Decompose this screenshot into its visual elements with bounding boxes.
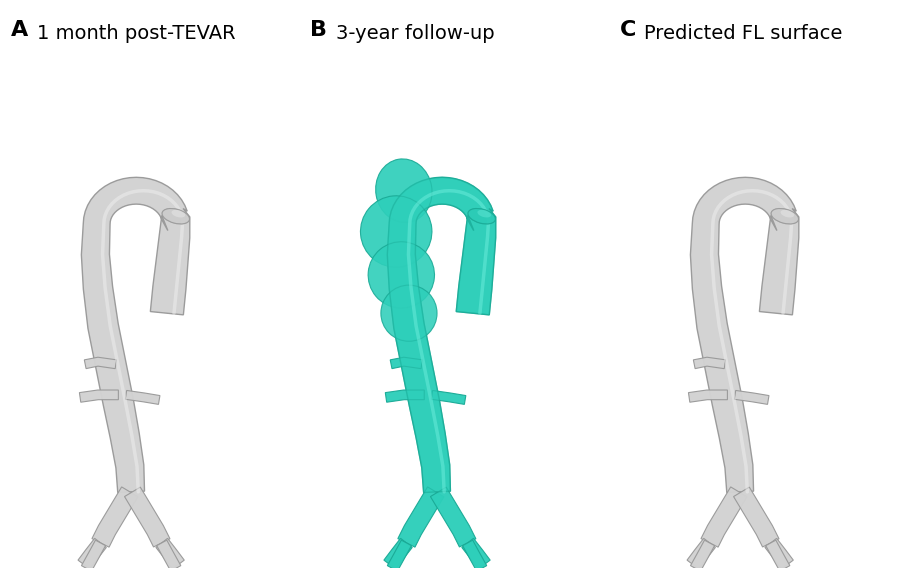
Ellipse shape	[368, 242, 434, 308]
Text: Predicted FL surface: Predicted FL surface	[643, 24, 842, 44]
Polygon shape	[383, 538, 412, 569]
Ellipse shape	[770, 209, 798, 224]
Polygon shape	[764, 538, 792, 569]
Polygon shape	[700, 487, 746, 547]
Polygon shape	[387, 177, 495, 492]
Ellipse shape	[171, 210, 185, 218]
Polygon shape	[385, 390, 424, 402]
Text: C: C	[619, 20, 636, 40]
Ellipse shape	[360, 196, 431, 267]
Polygon shape	[430, 487, 475, 547]
Text: 1 month post-TEVAR: 1 month post-TEVAR	[37, 24, 235, 44]
Polygon shape	[461, 538, 490, 569]
Polygon shape	[124, 487, 170, 547]
Text: B: B	[310, 20, 326, 40]
Polygon shape	[387, 540, 411, 571]
Polygon shape	[156, 540, 181, 571]
Polygon shape	[85, 357, 117, 369]
Ellipse shape	[770, 209, 798, 224]
Polygon shape	[687, 390, 727, 402]
Polygon shape	[79, 390, 119, 402]
Polygon shape	[92, 487, 138, 547]
Polygon shape	[155, 538, 184, 569]
Ellipse shape	[468, 209, 494, 224]
Polygon shape	[689, 177, 798, 492]
Polygon shape	[125, 390, 160, 404]
Polygon shape	[686, 538, 715, 569]
Polygon shape	[397, 487, 444, 547]
Ellipse shape	[162, 209, 189, 224]
Ellipse shape	[477, 210, 491, 218]
Ellipse shape	[162, 209, 189, 224]
Ellipse shape	[380, 285, 437, 341]
Text: A: A	[11, 20, 28, 40]
Polygon shape	[390, 357, 422, 369]
Polygon shape	[765, 540, 789, 571]
Ellipse shape	[779, 210, 793, 218]
Ellipse shape	[468, 209, 494, 224]
Ellipse shape	[375, 159, 432, 223]
Polygon shape	[78, 538, 107, 569]
Polygon shape	[81, 177, 189, 492]
Polygon shape	[462, 540, 486, 571]
Polygon shape	[732, 487, 778, 547]
Polygon shape	[82, 540, 106, 571]
Polygon shape	[431, 390, 465, 404]
Text: 3-year follow-up: 3-year follow-up	[335, 24, 494, 44]
Polygon shape	[690, 540, 714, 571]
Polygon shape	[693, 357, 725, 369]
Polygon shape	[387, 177, 495, 492]
Polygon shape	[733, 390, 768, 404]
